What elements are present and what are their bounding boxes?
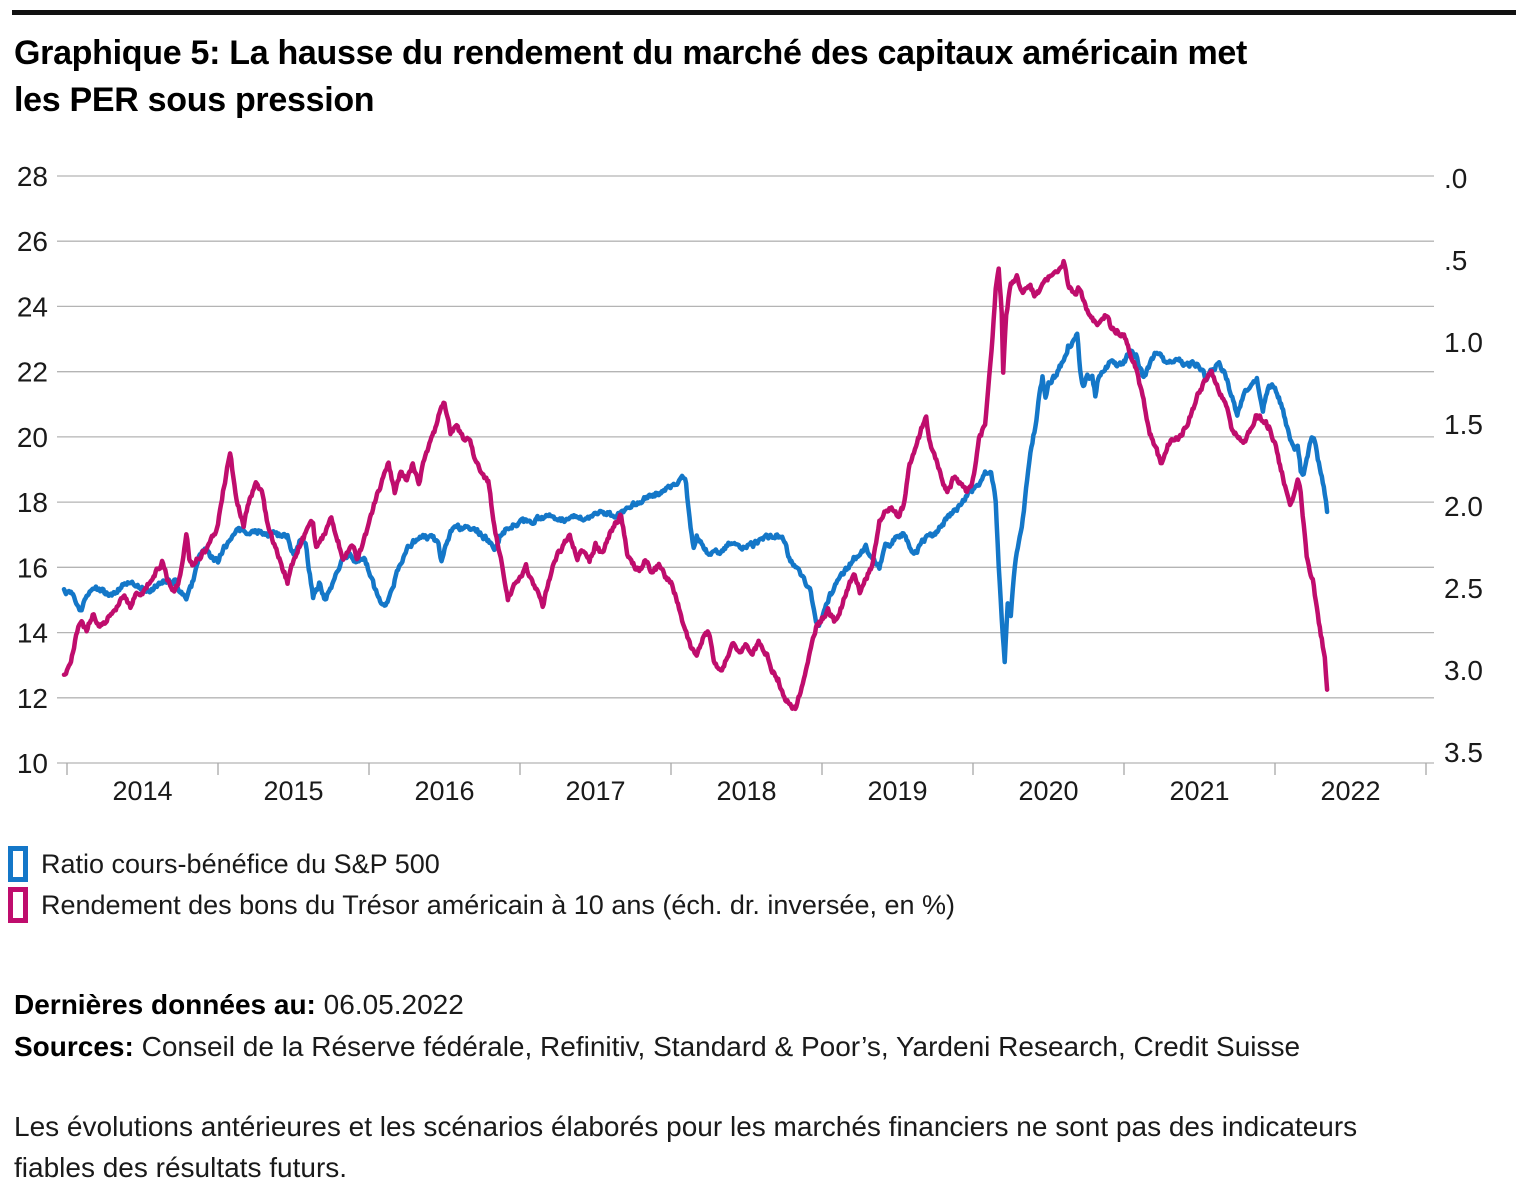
- last-data-line: Dernières données au: 06.05.2022: [14, 984, 1300, 1026]
- svg-text:1.5: 1.5: [1444, 409, 1483, 440]
- svg-text:2.0: 2.0: [1444, 491, 1483, 522]
- legend-item-treasury-yield: Rendement des bons du Trésor américain à…: [8, 887, 955, 923]
- svg-text:.5: .5: [1444, 245, 1467, 276]
- svg-text:2021: 2021: [1169, 776, 1229, 806]
- svg-text:2015: 2015: [263, 776, 323, 806]
- disclaimer: Les évolutions antérieures et les scénar…: [14, 1106, 1357, 1188]
- last-data-label: Dernières données au:: [14, 989, 316, 1020]
- svg-text:18: 18: [17, 487, 48, 518]
- svg-text:1.0: 1.0: [1444, 327, 1483, 358]
- x-axis: [66, 763, 1427, 775]
- svg-text:2.5: 2.5: [1444, 573, 1483, 604]
- svg-text:2019: 2019: [867, 776, 927, 806]
- pe-ratio-line: [61, 331, 1330, 665]
- treasury-yield-line: [61, 258, 1330, 712]
- disclaimer-line2: fiables des résultats futurs.: [14, 1152, 348, 1183]
- svg-text:.0: .0: [1444, 163, 1467, 194]
- top-rule: [12, 10, 1516, 15]
- last-data-value: 06.05.2022: [315, 989, 464, 1020]
- legend-label-treasury-yield: Rendement des bons du Trésor américain à…: [41, 889, 955, 920]
- svg-text:22: 22: [17, 357, 48, 388]
- right-axis-labels: .0 .5 1.0 1.5 2.0 2.5 3.0 3.5: [1444, 163, 1483, 768]
- svg-text:2014: 2014: [112, 776, 172, 806]
- pe-ratio-swatch-icon: [8, 846, 28, 882]
- chart-footer: Dernières données au: 06.05.2022 Sources…: [14, 984, 1300, 1068]
- sources-line: Sources: Conseil de la Réserve fédérale,…: [14, 1026, 1300, 1068]
- chart-plot: 28262422201816141210.0.51.01.52.02.53.03…: [17, 161, 1483, 806]
- chart-title-line1: Graphique 5: La hausse du rendement du m…: [14, 34, 1248, 72]
- chart-title-line2: les PER sous pression: [14, 81, 375, 119]
- sources-label: Sources:: [14, 1031, 134, 1062]
- legend-item-pe-ratio: Ratio cours-bénéfice du S&P 500: [8, 846, 440, 882]
- svg-text:2017: 2017: [565, 776, 625, 806]
- legend-label-pe-ratio: Ratio cours-bénéfice du S&P 500: [41, 848, 440, 879]
- svg-text:12: 12: [17, 683, 48, 714]
- svg-text:2016: 2016: [414, 776, 474, 806]
- svg-text:2020: 2020: [1018, 776, 1078, 806]
- svg-text:14: 14: [17, 618, 48, 649]
- svg-text:2018: 2018: [716, 776, 776, 806]
- svg-text:3.5: 3.5: [1444, 737, 1483, 768]
- chart-title: Graphique 5: La hausse du rendement du m…: [14, 30, 1514, 124]
- svg-text:28: 28: [17, 161, 48, 192]
- x-axis-labels: 2014 2015 2016 2017 2018 2019 2020 2021 2022: [112, 776, 1380, 806]
- svg-text:10: 10: [17, 748, 48, 779]
- svg-text:26: 26: [17, 226, 48, 257]
- svg-text:16: 16: [17, 552, 48, 583]
- sources-value: Conseil de la Réserve fédérale, Refiniti…: [133, 1031, 1301, 1062]
- gridlines: [57, 175, 1434, 764]
- svg-text:24: 24: [17, 291, 48, 322]
- svg-text:20: 20: [17, 422, 48, 453]
- disclaimer-line1: Les évolutions antérieures et les scénar…: [14, 1111, 1358, 1142]
- svg-text:2022: 2022: [1320, 776, 1380, 806]
- treasury-yield-swatch-icon: [8, 887, 28, 923]
- left-axis-labels: 28 26 24 22 20 18 16 14 12 10: [17, 161, 48, 779]
- svg-text:3.0: 3.0: [1444, 655, 1483, 686]
